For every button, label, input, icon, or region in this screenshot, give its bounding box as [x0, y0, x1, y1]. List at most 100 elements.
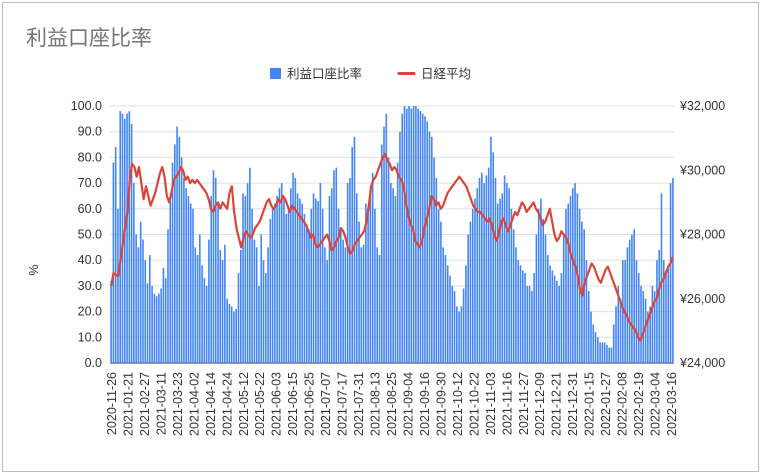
left-tick-label: 80.0 — [78, 150, 102, 164]
x-tick-label: 2021-11-16 — [500, 372, 514, 435]
bar — [187, 195, 190, 363]
bar — [276, 195, 278, 363]
left-axis-ticks: 0.0 10.0 20.0 30.0 40.0 50.0 60.0 70.0 80.0 90.0 1… — [71, 99, 102, 370]
bar — [344, 247, 347, 363]
bar — [321, 208, 324, 363]
bar — [626, 247, 629, 363]
bar — [556, 280, 558, 363]
bar — [133, 183, 135, 363]
bar — [258, 285, 260, 363]
bar — [374, 208, 376, 363]
bar — [233, 311, 235, 363]
bar — [269, 219, 272, 363]
bar — [239, 249, 242, 363]
bar — [517, 260, 520, 363]
bar — [392, 188, 394, 363]
x-tick-label: 2021-12-21 — [550, 372, 564, 436]
bar — [442, 247, 444, 363]
left-tick-label: 90.0 — [78, 125, 102, 139]
bar — [515, 247, 517, 363]
bar — [315, 198, 317, 363]
bar — [110, 280, 112, 363]
bar — [431, 136, 433, 363]
right-axis-ticks: ¥24,000 ¥26,000 ¥28,000 ¥30,000 ¥32,000 — [679, 99, 725, 370]
bar — [296, 193, 299, 363]
bar — [553, 275, 556, 363]
bar — [365, 203, 367, 363]
bar — [585, 260, 588, 363]
bar — [615, 306, 617, 363]
x-tick-label: 2021-03-23 — [171, 372, 185, 436]
bar — [144, 260, 147, 363]
bar — [587, 291, 590, 363]
bar — [451, 285, 454, 363]
bar — [135, 234, 137, 363]
bar — [565, 208, 567, 363]
bar — [474, 198, 476, 363]
x-tick-label: 2021-04-14 — [204, 372, 218, 436]
bar — [601, 342, 604, 363]
bar — [299, 198, 301, 363]
bar — [419, 111, 422, 363]
bar — [640, 285, 642, 363]
bar — [510, 208, 513, 363]
bar — [622, 260, 624, 363]
bar — [476, 188, 479, 363]
bar — [428, 131, 431, 363]
x-tick-label: 2021-04-24 — [220, 372, 234, 436]
x-tick-label: 2021-01-21 — [122, 372, 136, 436]
bar — [612, 324, 615, 363]
left-tick-label: 70.0 — [78, 176, 102, 190]
bar — [396, 162, 399, 363]
bar — [644, 298, 647, 363]
x-tick-label: 2022-03-04 — [649, 372, 663, 436]
bar — [278, 188, 281, 363]
bar — [221, 260, 224, 363]
bar — [283, 198, 285, 363]
bar — [380, 144, 383, 363]
x-tick-label: 2021-08-25 — [385, 372, 399, 436]
bar — [194, 247, 197, 363]
bar — [560, 273, 563, 363]
bar — [417, 108, 419, 363]
bar — [328, 195, 331, 363]
legend-label: 利益口座比率 — [287, 66, 362, 81]
x-tick-label: 2021-05-12 — [237, 372, 251, 436]
bar — [572, 188, 574, 363]
bar — [401, 113, 404, 364]
bar — [453, 291, 456, 363]
x-tick-label: 2021-05-22 — [253, 372, 267, 436]
bar — [385, 113, 388, 364]
bar — [158, 293, 160, 363]
bar — [619, 298, 622, 363]
bar — [183, 177, 185, 363]
bar — [567, 203, 570, 363]
bar — [326, 260, 328, 363]
bar — [592, 324, 595, 363]
bar — [192, 208, 194, 363]
bar — [205, 285, 208, 363]
bar — [249, 167, 251, 363]
bar — [130, 123, 133, 364]
left-axis-label: % — [27, 264, 41, 275]
bar — [114, 147, 117, 363]
bar — [631, 234, 633, 363]
bar — [647, 311, 649, 363]
bar — [162, 267, 165, 363]
bar — [449, 275, 451, 363]
bar — [460, 306, 463, 363]
bar — [481, 172, 483, 363]
bar — [458, 311, 460, 363]
bar — [119, 111, 122, 363]
bar — [164, 278, 167, 363]
bar — [203, 278, 206, 363]
x-tick-label: 2021-03-11 — [154, 372, 168, 435]
bar — [390, 183, 392, 363]
bar — [210, 195, 212, 363]
bar — [603, 342, 606, 363]
bar — [169, 201, 172, 363]
bar — [471, 208, 474, 363]
bar — [244, 195, 247, 363]
bar — [383, 126, 385, 363]
bar — [367, 208, 369, 363]
